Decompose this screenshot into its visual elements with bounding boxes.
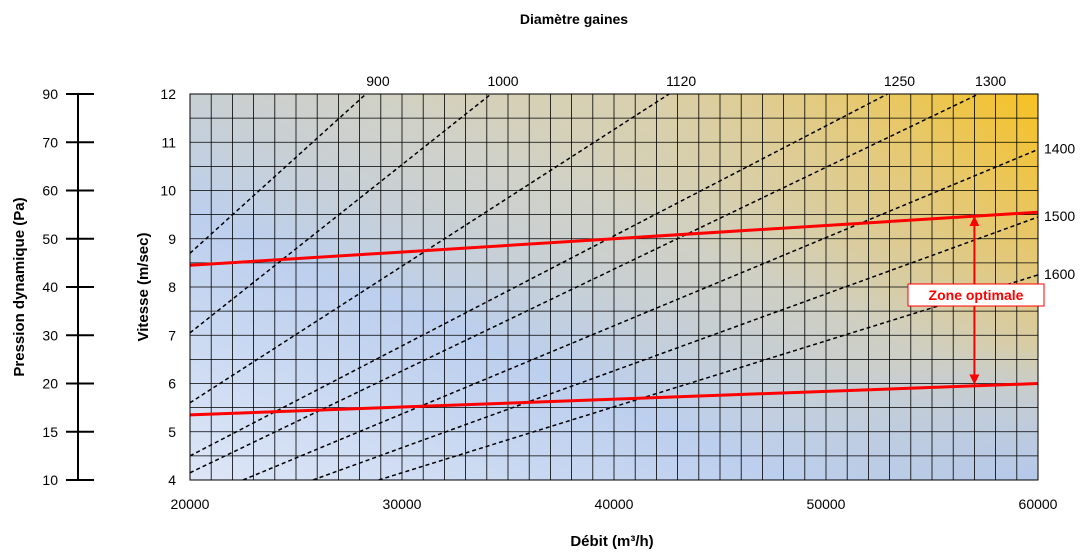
duct-label-1120: 1120 bbox=[666, 73, 696, 89]
velocity-tick-label: 5 bbox=[168, 424, 176, 440]
pressure-tick-label: 10 bbox=[42, 472, 58, 488]
flow-tick-label: 50000 bbox=[807, 496, 846, 512]
velocity-tick-label: 6 bbox=[168, 376, 176, 392]
duct-line-1400 bbox=[242, 148, 1038, 480]
duct-label-1000: 1000 bbox=[487, 73, 518, 89]
chart-title: Diamètre gaines bbox=[520, 11, 628, 27]
velocity-tick-label: 8 bbox=[168, 279, 176, 295]
y-axis-title: Vitesse (m/sec) bbox=[135, 233, 152, 342]
velocity-tick-label: 7 bbox=[168, 327, 176, 343]
duct-label-1250: 1250 bbox=[884, 73, 915, 89]
duct-label-1400: 1400 bbox=[1044, 140, 1075, 156]
velocity-tick-label: 12 bbox=[160, 86, 176, 102]
velocity-tick-label: 9 bbox=[168, 231, 176, 247]
optimal-zone-label: Zone optimale bbox=[929, 287, 1024, 303]
flow-tick-label: 60000 bbox=[1019, 496, 1058, 512]
duct-label-1600: 1600 bbox=[1044, 266, 1075, 282]
grid-lines bbox=[190, 94, 1038, 480]
pressure-tick-label: 50 bbox=[42, 231, 58, 247]
velocity-tick-label: 4 bbox=[168, 472, 176, 488]
duct-line-1500 bbox=[312, 216, 1038, 480]
limit-line-lower bbox=[189, 382, 1039, 417]
duct-label-1300: 1300 bbox=[975, 73, 1006, 89]
duct-label-1500: 1500 bbox=[1044, 208, 1075, 224]
optimal-zone-label-box: Zone optimale bbox=[907, 283, 1045, 307]
duct-line-1250 bbox=[190, 94, 888, 457]
duct-line-1300 bbox=[190, 94, 979, 474]
x-axis-title: Débit (m³/h) bbox=[570, 533, 653, 550]
flow-tick-label: 30000 bbox=[383, 496, 422, 512]
pressure-tick-label: 40 bbox=[42, 279, 58, 295]
duct-line-1600 bbox=[378, 274, 1038, 480]
limit-line-upper bbox=[189, 210, 1039, 267]
pressure-tick-label: 90 bbox=[42, 86, 58, 102]
duct-line-900 bbox=[190, 94, 367, 254]
flow-tick-labels: 20000 30000 40000 50000 60000 bbox=[171, 496, 1058, 512]
flow-tick-label: 20000 bbox=[171, 496, 210, 512]
pressure-axis-ticks: 10 15 20 30 40 50 60 70 90 bbox=[42, 86, 94, 488]
duct-diameter-labels: 900 1000 1120 1250 1300 1400 1500 1600 bbox=[366, 73, 1075, 282]
pressure-tick-label: 70 bbox=[42, 134, 58, 150]
pressure-axis-title: Pression dynamique (Pa) bbox=[11, 197, 28, 376]
flow-tick-label: 40000 bbox=[595, 496, 634, 512]
duct-line-1000 bbox=[190, 94, 492, 334]
velocity-tick-label: 11 bbox=[161, 134, 176, 150]
velocity-tick-label: 10 bbox=[160, 183, 176, 199]
duct-label-900: 900 bbox=[366, 73, 390, 89]
velocity-tick-labels: 4 5 6 7 8 9 10 11 12 bbox=[160, 86, 176, 488]
duct-diameter-lines bbox=[190, 94, 1038, 480]
velocity-limit-lines bbox=[189, 210, 1039, 417]
pressure-tick-label: 60 bbox=[42, 183, 58, 199]
pressure-tick-label: 30 bbox=[42, 327, 58, 343]
pressure-tick-label: 20 bbox=[42, 376, 58, 392]
pressure-tick-label: 15 bbox=[42, 424, 58, 440]
